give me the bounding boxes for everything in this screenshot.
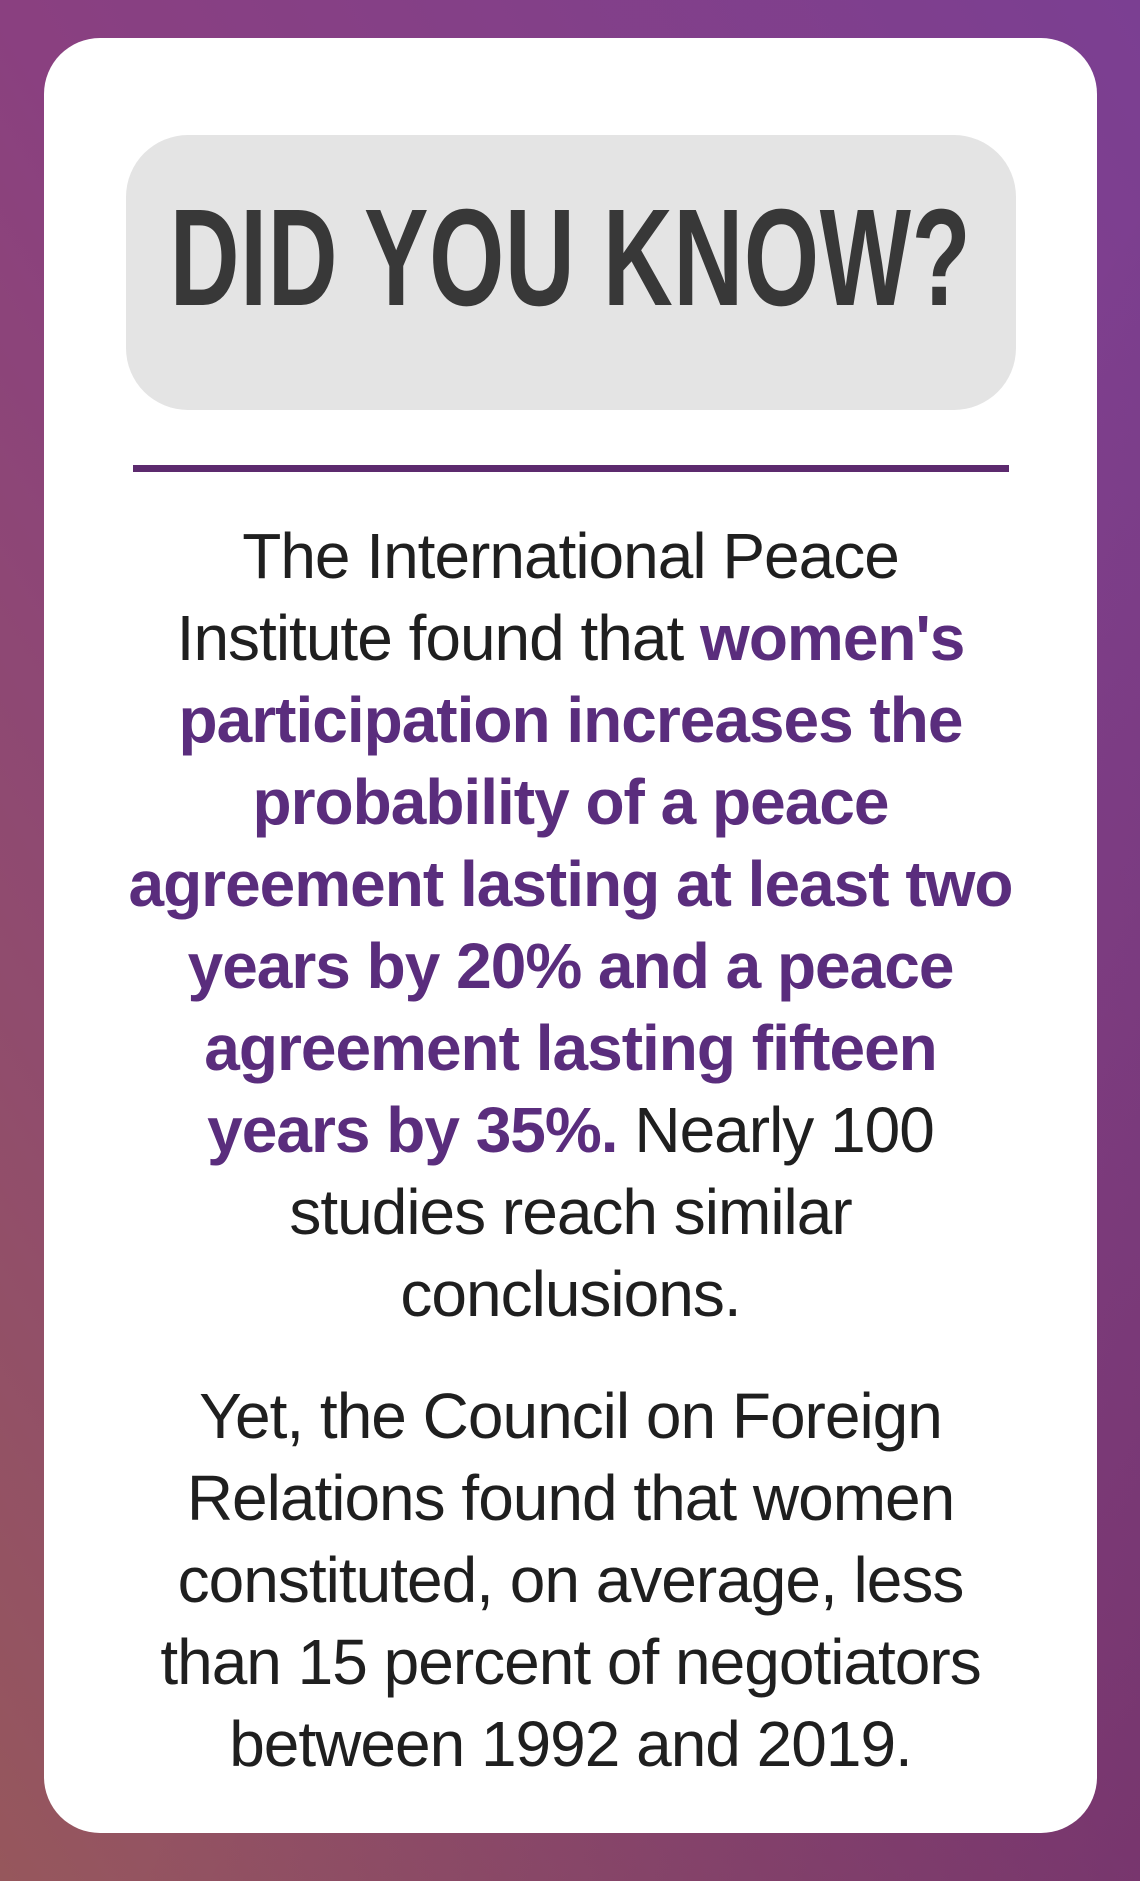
body-text: The International Peace Institute found … [176, 520, 900, 674]
body-text: Nearly 100 studies reach similar conclus… [289, 1094, 934, 1330]
follow-up-paragraph: Yet, the Council on Foreign Relations fo… [160, 1380, 981, 1780]
highlighted-text: women's participation increases the prob… [128, 602, 1013, 1166]
fact-paragraph: The International Peace Institute found … [71, 515, 1071, 1335]
did-you-know-heading: DID YOU KNOW? [169, 181, 972, 335]
divider-line [132, 465, 1009, 472]
fact-card: DID YOU KNOW? The International Peace In… [44, 38, 1097, 1833]
did-you-know-pill: DID YOU KNOW? [125, 135, 1016, 410]
